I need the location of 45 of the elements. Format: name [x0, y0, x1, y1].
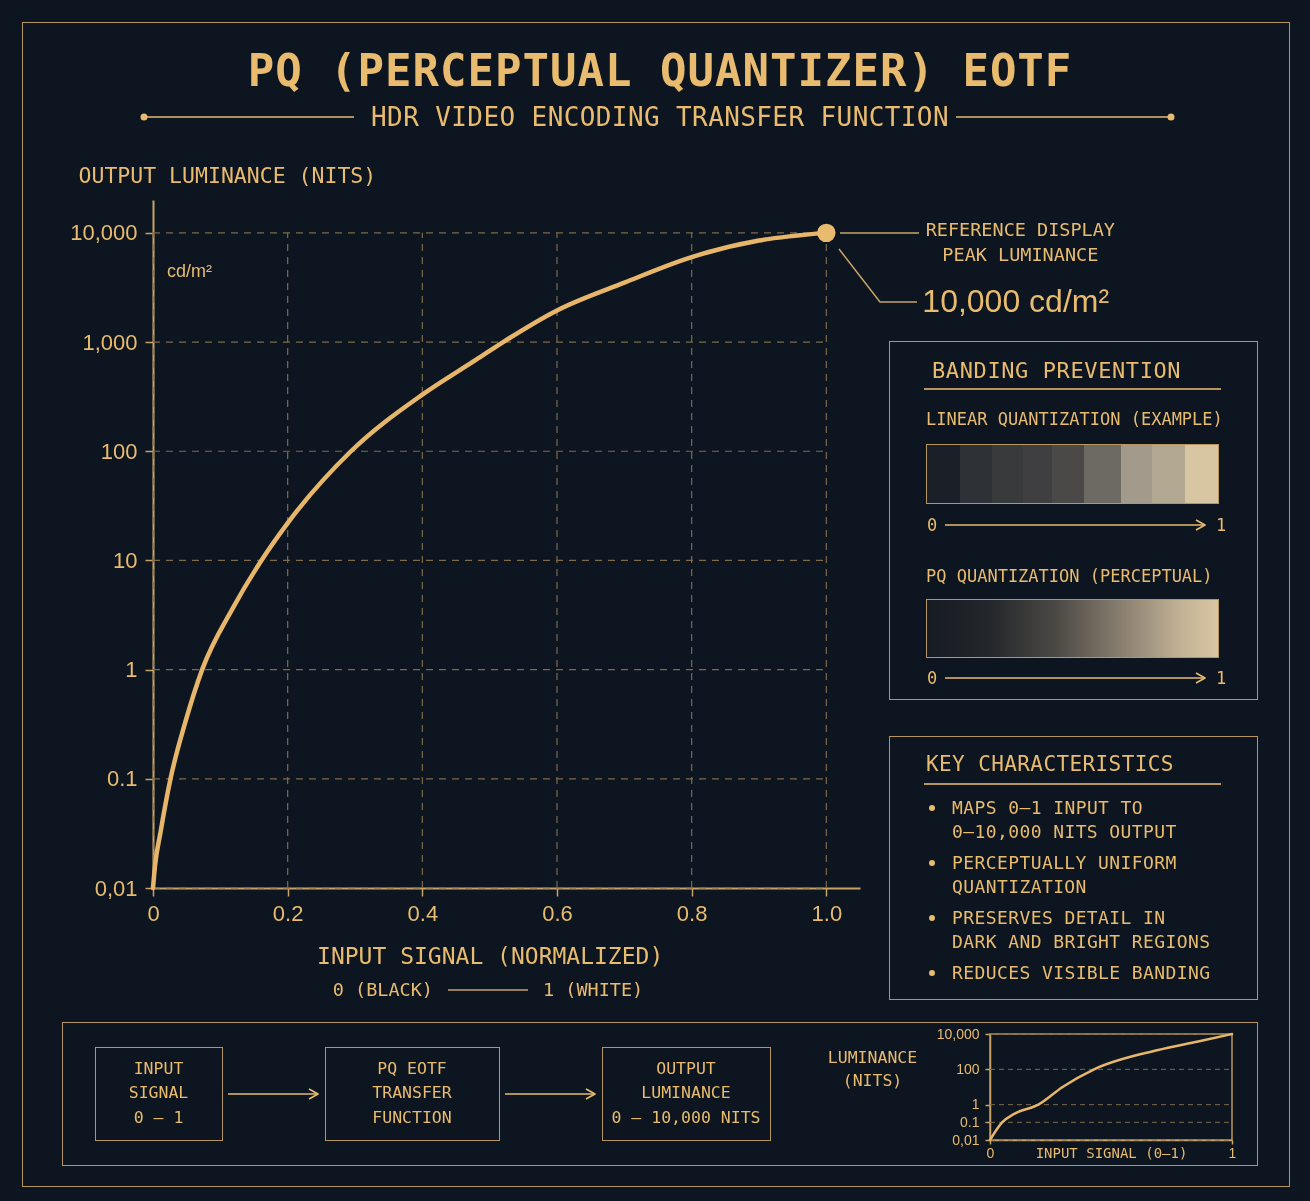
text: 10,000 cd/m²	[922, 282, 1110, 319]
text: 1	[1216, 667, 1227, 689]
text: 1	[1216, 514, 1227, 536]
flow-box: PQ EOTF TRANSFER FUNCTION	[325, 1047, 500, 1141]
chart-subtitle: HDR VIDEO ENCODING TRANSFER FUNCTION	[371, 101, 949, 134]
y-tick-label: 0.1	[106, 766, 138, 792]
y-tick-label: 1,000	[82, 329, 138, 355]
y-tick-label: 100	[100, 438, 138, 464]
text: BANDING PREVENTION	[932, 356, 1182, 385]
text: PQ QUANTIZATION (PERCEPTUAL)	[926, 565, 1213, 587]
x-tick-label: 0.2	[272, 900, 304, 926]
text: LINEAR QUANTIZATION (EXAMPLE)	[926, 408, 1223, 430]
text: MAPS 0–1 INPUT TO 0–10,000 NITS OUTPUT	[952, 797, 1177, 842]
x-axis-title: INPUT SIGNAL (0–1)	[1035, 1144, 1188, 1161]
y-tick-label: 10,000	[70, 220, 138, 246]
y-tick-label: 10	[113, 547, 138, 573]
annotation: cd/m²	[167, 261, 213, 281]
text: 1 (WHITE)	[543, 979, 644, 1000]
x-tick-label: 0	[147, 900, 160, 926]
x-axis-title: INPUT SIGNAL (NORMALIZED)	[317, 942, 664, 969]
y-axis-title: LUMINANCE (NITS)	[827, 1047, 918, 1090]
text: REDUCES VISIBLE BANDING	[952, 962, 1211, 983]
y-tick-label: 1	[971, 1096, 980, 1113]
y-tick-label: 10,000	[936, 1025, 980, 1042]
text: KEY CHARACTERISTICS	[926, 750, 1174, 778]
text: 0	[927, 667, 938, 689]
x-tick-label: 0.4	[407, 900, 439, 926]
y-axis-title: OUTPUT LUMINANCE (NITS)	[78, 162, 377, 188]
text: PRESERVES DETAIL IN DARK AND BRIGHT REGIONS	[952, 907, 1211, 952]
x-tick-label: 0.8	[676, 900, 708, 926]
flow-box: OUTPUT LUMINANCE 0 – 10,000 NITS	[602, 1047, 771, 1141]
chart-title: PQ (PERCEPTUAL QUANTIZER) EOTF	[247, 43, 1073, 98]
y-tick-label: 0.1	[960, 1113, 980, 1130]
y-tick-label: 100	[956, 1060, 980, 1077]
text: 0 (BLACK)	[332, 979, 433, 1000]
x-tick-label: 1.0	[811, 900, 843, 926]
text: 0	[927, 514, 938, 536]
y-tick-label: 1	[125, 657, 138, 683]
y-tick-label: 0,01	[952, 1131, 980, 1148]
text: REFERENCE DISPLAY PEAK LUMINANCE	[925, 218, 1116, 265]
y-tick-label: 0,01	[94, 875, 138, 901]
line-series	[988, 1032, 1234, 1142]
flow-box: INPUT SIGNAL 0 – 1	[95, 1047, 223, 1141]
text: PERCEPTUALLY UNIFORM QUANTIZATION	[952, 852, 1177, 897]
x-tick-label: 0.6	[542, 900, 573, 926]
